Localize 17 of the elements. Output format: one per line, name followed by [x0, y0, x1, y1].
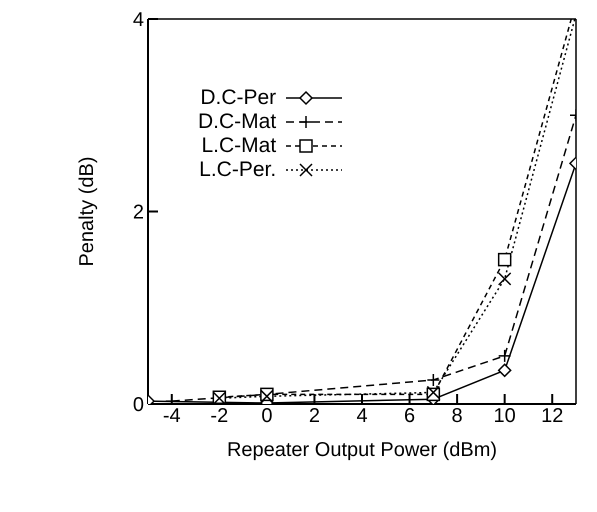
- x-axis-title: Repeater Output Power (dBm): [226, 439, 498, 461]
- x-tick-label: 4: [356, 405, 368, 428]
- x-tick-label: 10: [494, 405, 516, 428]
- legend-label: L.C-Mat: [201, 134, 276, 158]
- x-tick-label: 6: [404, 405, 416, 428]
- legend-label: D.C-Per: [200, 86, 276, 110]
- y-tick-label: 4: [132, 9, 144, 32]
- x-tick-label: 12: [541, 405, 564, 428]
- x-tick-label: 2: [308, 405, 320, 428]
- x-tick-label: -4: [162, 405, 181, 428]
- y-tick-label: 2: [132, 202, 144, 224]
- x-tick-label: -2: [210, 405, 228, 428]
- legend-label: L.C-Per.: [199, 158, 276, 182]
- x-tick-label: 8: [452, 405, 463, 428]
- y-axis-title: Penalty (dB): [76, 156, 98, 267]
- legend-label: D.C-Mat: [198, 110, 276, 134]
- x-tick-label: 0: [261, 405, 272, 428]
